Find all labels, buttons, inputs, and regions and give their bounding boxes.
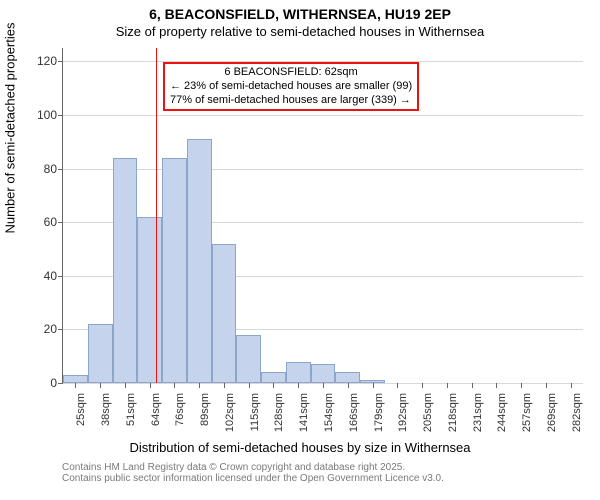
x-tick-mark (521, 383, 522, 388)
x-tick-mark (249, 383, 250, 388)
x-tick-label: 282sqm (571, 393, 583, 432)
x-tick-label: 51sqm (125, 393, 137, 426)
gridline (63, 169, 583, 170)
x-tick-label: 38sqm (100, 393, 112, 426)
x-tick-mark (373, 383, 374, 388)
y-tick-label: 20 (44, 322, 63, 336)
histogram-bar (311, 364, 336, 383)
x-tick-label: 115sqm (249, 393, 261, 431)
histogram-bar (162, 158, 187, 383)
x-tick-label: 269sqm (546, 393, 558, 432)
x-tick-mark (199, 383, 200, 388)
x-tick-mark (447, 383, 448, 388)
x-tick-label: 205sqm (422, 393, 434, 432)
histogram-bar (63, 375, 88, 383)
reference-line (156, 48, 157, 383)
gridline (63, 115, 583, 116)
annotation-box: 6 BEACONSFIELD: 62sqm← 23% of semi-detac… (163, 62, 419, 111)
plot-area: 02040608010012025sqm38sqm51sqm64sqm76sqm… (62, 48, 583, 384)
x-tick-label: 141sqm (298, 393, 310, 432)
x-tick-mark (125, 383, 126, 388)
x-tick-mark (100, 383, 101, 388)
footer-credit: Contains HM Land Registry data © Crown c… (62, 462, 444, 484)
chart-container: 6, BEACONSFIELD, WITHERNSEA, HU19 2EP Si… (0, 0, 600, 500)
chart-title-sub: Size of property relative to semi-detach… (0, 24, 600, 39)
chart-title-main: 6, BEACONSFIELD, WITHERNSEA, HU19 2EP (0, 6, 600, 22)
histogram-bar (212, 244, 237, 383)
x-tick-mark (496, 383, 497, 388)
x-axis-label: Distribution of semi-detached houses by … (0, 440, 600, 455)
x-tick-mark (75, 383, 76, 388)
annotation-line-2: ← 23% of semi-detached houses are smalle… (170, 80, 412, 94)
histogram-bar (286, 362, 311, 383)
x-tick-label: 257sqm (521, 393, 533, 432)
annotation-line-3: 77% of semi-detached houses are larger (… (170, 94, 412, 108)
y-tick-label: 60 (44, 215, 63, 229)
annotation-line-1: 6 BEACONSFIELD: 62sqm (170, 66, 412, 80)
histogram-bar (236, 335, 261, 383)
x-tick-mark (298, 383, 299, 388)
histogram-bar (261, 372, 286, 383)
histogram-bar (187, 139, 212, 383)
histogram-bar (137, 217, 162, 383)
x-tick-label: 154sqm (323, 393, 335, 432)
histogram-bar (88, 324, 113, 383)
y-tick-label: 100 (37, 108, 63, 122)
x-tick-mark (348, 383, 349, 388)
footer-line-1: Contains HM Land Registry data © Crown c… (62, 462, 444, 473)
x-tick-mark (323, 383, 324, 388)
y-tick-label: 0 (50, 376, 63, 390)
x-tick-mark (546, 383, 547, 388)
x-tick-mark (422, 383, 423, 388)
x-tick-mark (571, 383, 572, 388)
x-tick-label: 244sqm (496, 393, 508, 432)
x-tick-label: 192sqm (397, 393, 409, 432)
x-tick-label: 64sqm (150, 393, 162, 426)
histogram-bar (335, 372, 360, 383)
x-tick-label: 89sqm (199, 393, 211, 426)
x-tick-mark (150, 383, 151, 388)
y-axis-label: Number of semi-detached properties (3, 202, 18, 234)
x-tick-label: 102sqm (224, 393, 236, 432)
x-tick-label: 218sqm (447, 393, 459, 432)
histogram-bar (113, 158, 138, 383)
y-tick-label: 40 (44, 269, 63, 283)
x-tick-label: 76sqm (174, 393, 186, 426)
x-tick-label: 128sqm (273, 393, 285, 432)
x-tick-mark (273, 383, 274, 388)
y-tick-label: 80 (44, 162, 63, 176)
x-tick-label: 231sqm (472, 393, 484, 432)
x-tick-label: 25sqm (75, 393, 87, 426)
x-tick-label: 166sqm (348, 393, 360, 432)
x-tick-mark (397, 383, 398, 388)
x-tick-mark (224, 383, 225, 388)
x-tick-label: 179sqm (373, 393, 385, 432)
x-tick-mark (174, 383, 175, 388)
footer-line-2: Contains public sector information licen… (62, 473, 444, 484)
x-tick-mark (472, 383, 473, 388)
y-tick-label: 120 (37, 54, 63, 68)
